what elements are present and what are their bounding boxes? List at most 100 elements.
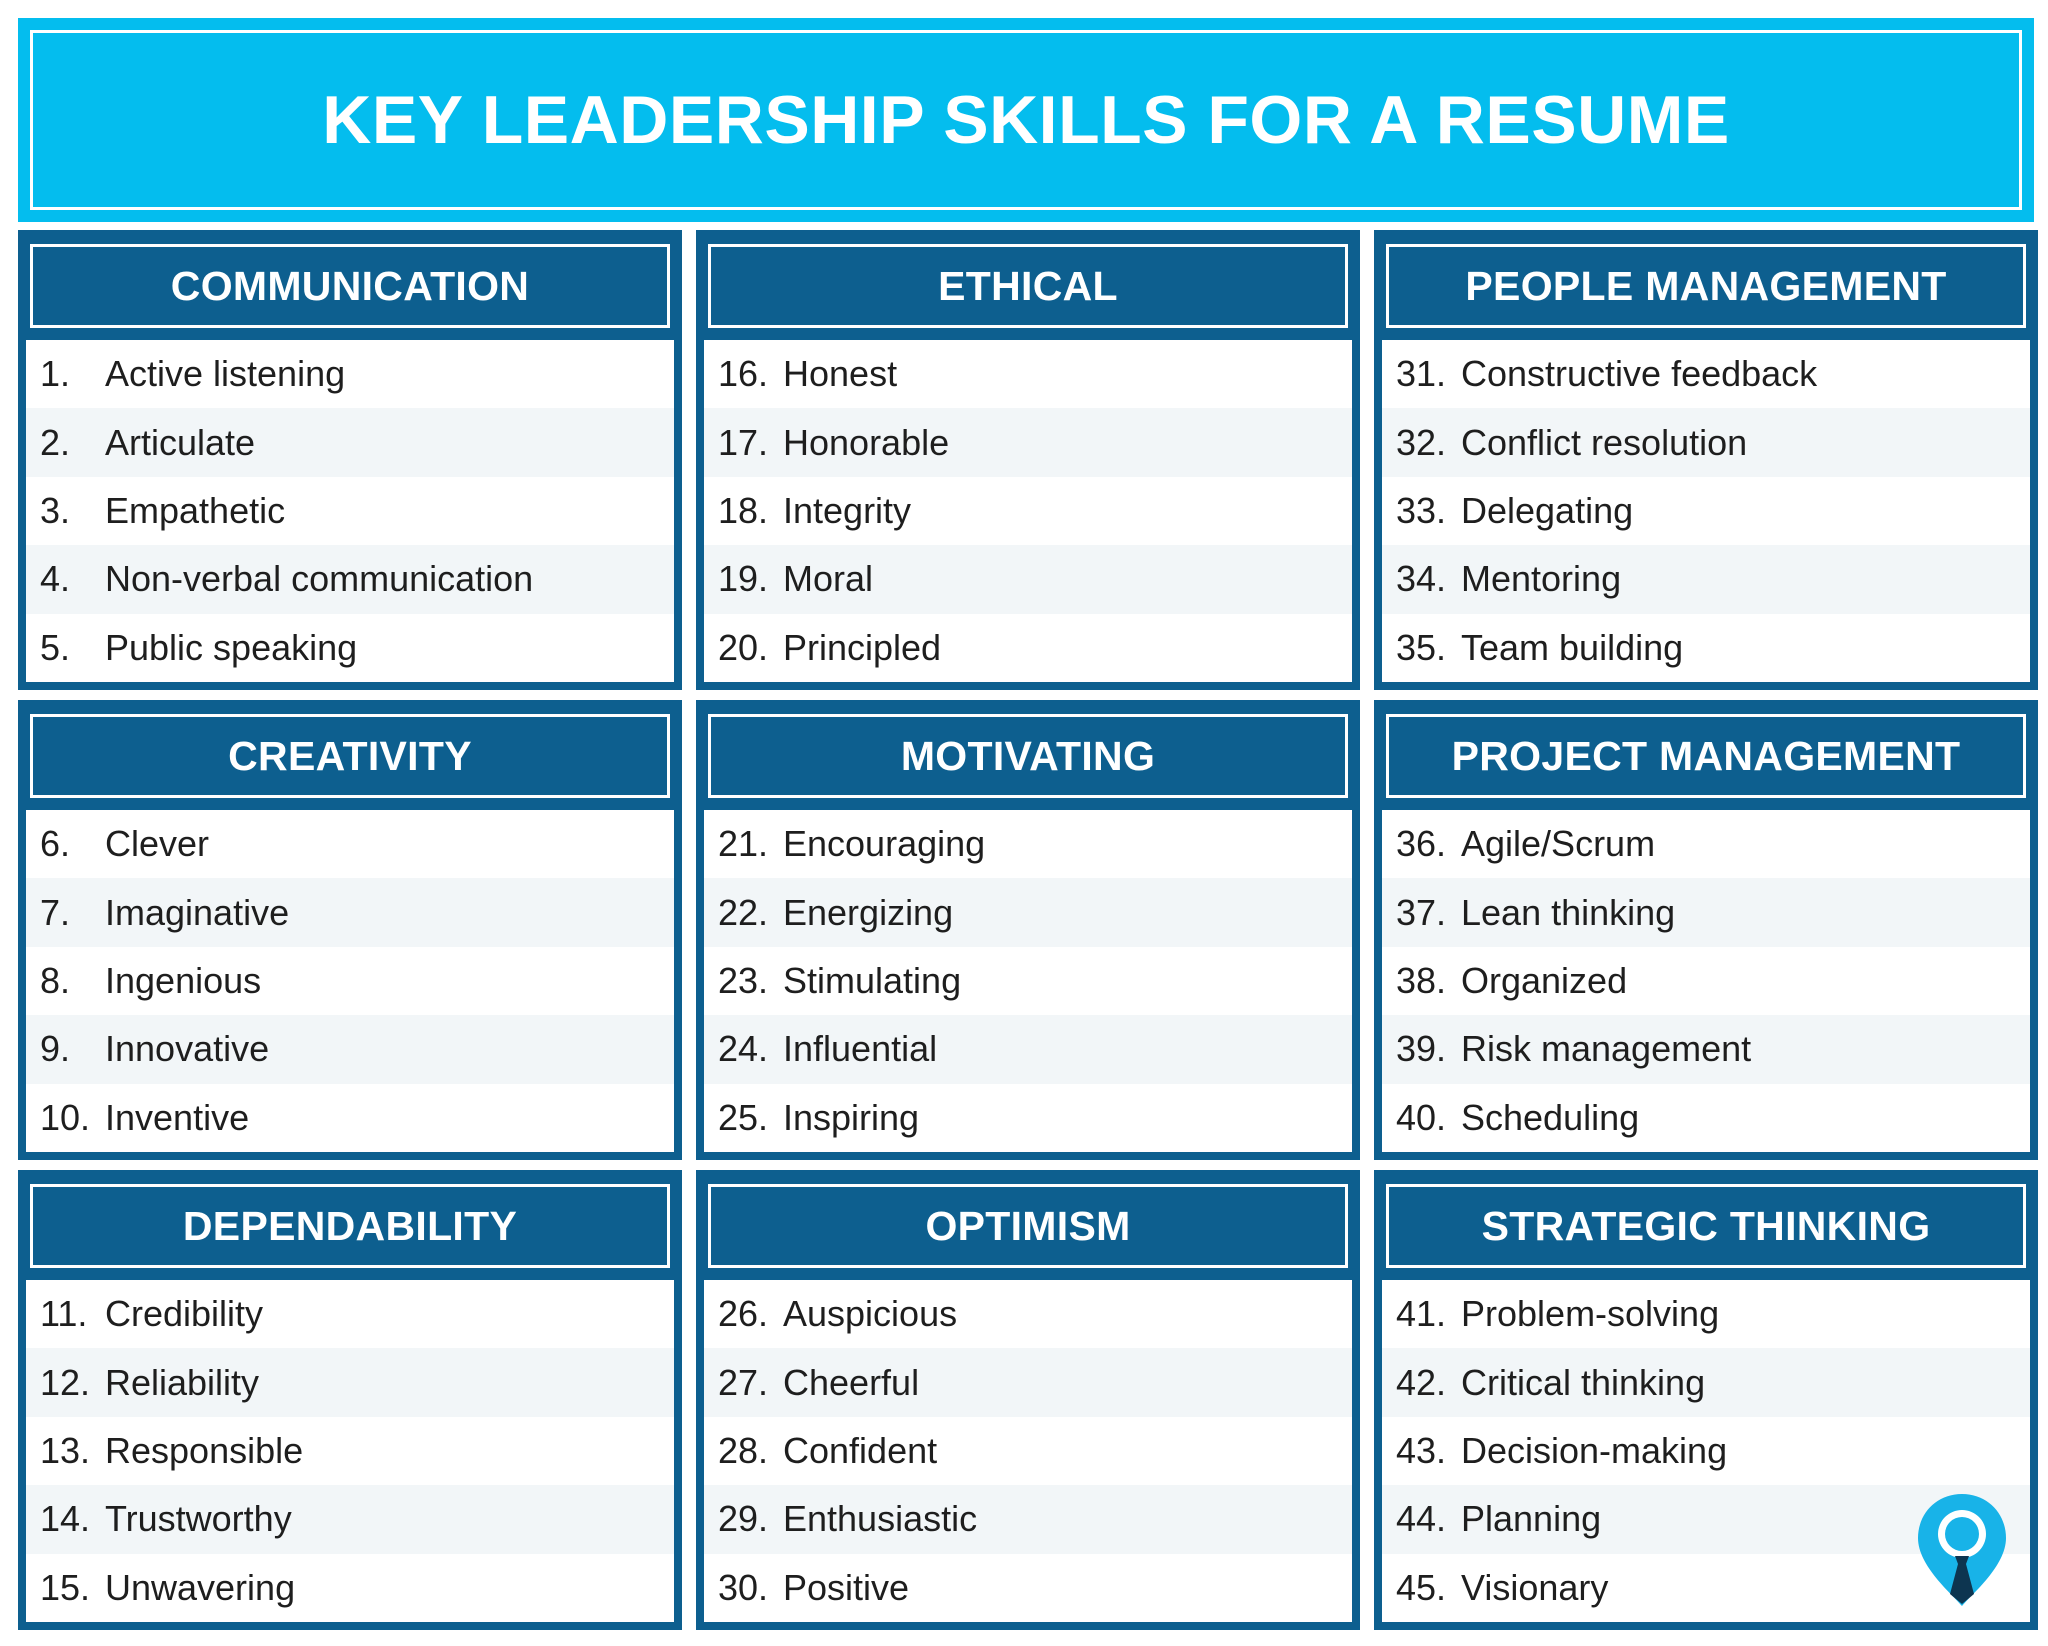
category-header: COMMUNICATION bbox=[30, 244, 670, 328]
skill-number: 14. bbox=[40, 1498, 91, 1540]
skill-number: 28. bbox=[718, 1429, 769, 1471]
skill-number: 21. bbox=[718, 823, 769, 865]
skill-label: Articulate bbox=[105, 421, 256, 463]
skill-number: 2. bbox=[40, 421, 71, 463]
skill-number: 27. bbox=[718, 1361, 769, 1403]
category-card: MOTIVATING 21. Encouraging 22. Energizing 23.… bbox=[696, 700, 1360, 1160]
skill-number: 40. bbox=[1396, 1096, 1447, 1138]
skill-label: Decision-making bbox=[1461, 1429, 1728, 1471]
skill-item: 42. Critical thinking bbox=[1382, 1348, 2030, 1417]
skill-label: Innovative bbox=[105, 1028, 270, 1070]
skill-item: 31. Constructive feedback bbox=[1382, 340, 2030, 408]
skill-item: 32. Conflict resolution bbox=[1382, 408, 2030, 477]
skill-item: 24. Influential bbox=[704, 1015, 1352, 1084]
category-title: STRATEGIC THINKING bbox=[1481, 1202, 1931, 1249]
skill-item: 23. Stimulating bbox=[704, 947, 1352, 1015]
skill-number: 22. bbox=[718, 891, 769, 933]
skill-number: 35. bbox=[1396, 626, 1447, 668]
category-title: OPTIMISM bbox=[925, 1202, 1131, 1249]
skill-label: Clever bbox=[105, 823, 210, 865]
skill-item: 1. Active listening bbox=[26, 340, 674, 408]
category-title: ETHICAL bbox=[938, 262, 1118, 309]
skill-label: Honorable bbox=[783, 421, 950, 463]
skill-item: 9. Innovative bbox=[26, 1015, 674, 1084]
skill-number: 36. bbox=[1396, 823, 1447, 865]
category-card: CREATIVITY 6. Clever 7. Imaginative 8. Ingenio… bbox=[18, 700, 682, 1160]
skill-label: Inspiring bbox=[783, 1096, 920, 1138]
skill-item: 16. Honest bbox=[704, 340, 1352, 408]
skill-number: 13. bbox=[40, 1429, 91, 1471]
skill-number: 26. bbox=[718, 1293, 769, 1335]
skill-number: 5. bbox=[40, 626, 71, 668]
skill-item: 2. Articulate bbox=[26, 408, 674, 477]
skill-number: 3. bbox=[40, 489, 71, 531]
skill-label: Conflict resolution bbox=[1461, 421, 1748, 463]
skill-number: 44. bbox=[1396, 1498, 1447, 1540]
skill-item: 35. Team building bbox=[1382, 614, 2030, 682]
skill-label: Lean thinking bbox=[1461, 891, 1676, 933]
category-card: PROJECT MANAGEMENT 36. Agile/Scrum 37. Lean … bbox=[1374, 700, 2038, 1160]
skill-list: 21. Encouraging 22. Energizing 23. Stimulatin… bbox=[704, 810, 1352, 1152]
skill-label: Delegating bbox=[1461, 489, 1634, 531]
skill-label: Empathetic bbox=[105, 489, 286, 531]
skill-item: 10. Inventive bbox=[26, 1084, 674, 1152]
skill-item: 7. Imaginative bbox=[26, 878, 674, 947]
skill-label: Trustworthy bbox=[105, 1498, 292, 1540]
skill-label: Unwavering bbox=[105, 1566, 296, 1608]
skill-number: 9. bbox=[40, 1028, 71, 1070]
skill-label: Non-verbal communication bbox=[105, 558, 534, 600]
skill-item: 21. Encouraging bbox=[704, 810, 1352, 878]
skill-number: 42. bbox=[1396, 1361, 1447, 1403]
skill-label: Imaginative bbox=[105, 891, 290, 933]
skill-item: 17. Honorable bbox=[704, 408, 1352, 477]
skill-item: 20. Principled bbox=[704, 614, 1352, 682]
skill-label: Problem-solving bbox=[1461, 1293, 1720, 1335]
skill-item: 12. Reliability bbox=[26, 1348, 674, 1417]
skill-number: 45. bbox=[1396, 1566, 1447, 1608]
skill-number: 12. bbox=[40, 1361, 91, 1403]
category-header: DEPENDABILITY bbox=[30, 1184, 670, 1268]
skill-item: 27. Cheerful bbox=[704, 1348, 1352, 1417]
skill-item: 8. Ingenious bbox=[26, 947, 674, 1015]
skill-label: Planning bbox=[1461, 1498, 1602, 1540]
skill-number: 1. bbox=[40, 353, 71, 395]
skill-number: 15. bbox=[40, 1566, 91, 1608]
skill-label: Scheduling bbox=[1461, 1096, 1640, 1138]
skill-number: 37. bbox=[1396, 891, 1447, 933]
skill-label: Active listening bbox=[105, 353, 346, 395]
skill-number: 20. bbox=[718, 626, 769, 668]
skill-label: Principled bbox=[783, 626, 942, 668]
skill-list: 31. Constructive feedback 32. Conflict reso… bbox=[1382, 340, 2030, 682]
skill-label: Cheerful bbox=[783, 1361, 920, 1403]
skill-number: 16. bbox=[718, 353, 769, 395]
skill-number: 38. bbox=[1396, 959, 1447, 1001]
skill-label: Team building bbox=[1461, 626, 1684, 668]
category-card: PEOPLE MANAGEMENT 31. Constructive feedbac… bbox=[1374, 230, 2038, 690]
category-title: COMMUNICATION bbox=[170, 262, 530, 309]
skill-label: Critical thinking bbox=[1461, 1361, 1706, 1403]
skill-number: 34. bbox=[1396, 558, 1447, 600]
skill-number: 18. bbox=[718, 489, 769, 531]
skill-label: Honest bbox=[783, 353, 898, 395]
skill-number: 30. bbox=[718, 1566, 769, 1608]
skill-number: 6. bbox=[40, 823, 71, 865]
skill-label: Public speaking bbox=[105, 626, 358, 668]
skill-item: 14. Trustworthy bbox=[26, 1485, 674, 1554]
skill-label: Mentoring bbox=[1461, 558, 1622, 600]
skill-item: 30. Positive bbox=[704, 1554, 1352, 1622]
skill-item: 40. Scheduling bbox=[1382, 1084, 2030, 1152]
skill-item: 33. Delegating bbox=[1382, 477, 2030, 545]
category-card: DEPENDABILITY 11. Credibility 12. Reliabilit… bbox=[18, 1170, 682, 1630]
skill-label: Constructive feedback bbox=[1461, 353, 1818, 395]
skill-item: 3. Empathetic bbox=[26, 477, 674, 545]
category-title: PEOPLE MANAGEMENT bbox=[1465, 262, 1947, 309]
skill-list: 16. Honest 17. Honorable 18. Integrity 19. Mora… bbox=[704, 340, 1352, 682]
skill-item: 34. Mentoring bbox=[1382, 545, 2030, 614]
skill-item: 39. Risk management bbox=[1382, 1015, 2030, 1084]
skill-number: 17. bbox=[718, 421, 769, 463]
skill-number: 8. bbox=[40, 959, 71, 1001]
skill-item: 5. Public speaking bbox=[26, 614, 674, 682]
skill-label: Responsible bbox=[105, 1429, 304, 1471]
skill-item: 36. Agile/Scrum bbox=[1382, 810, 2030, 878]
skill-item: 13. Responsible bbox=[26, 1417, 674, 1485]
